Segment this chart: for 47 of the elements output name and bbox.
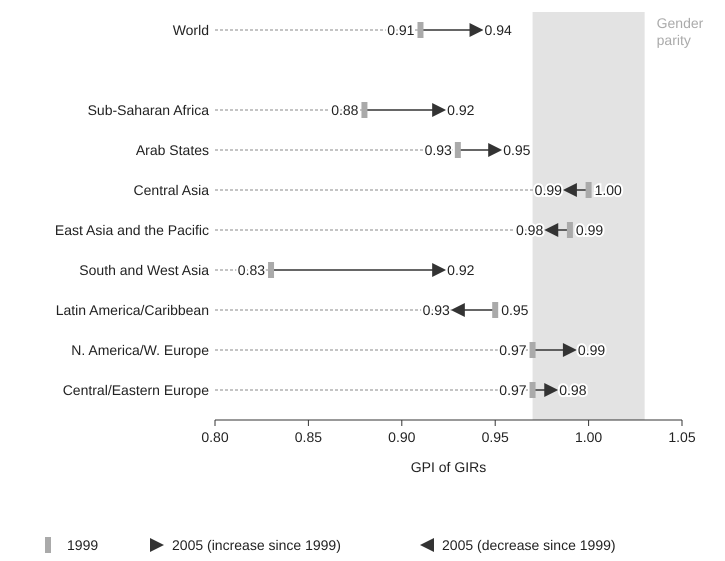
- data-label: 0.92: [447, 262, 475, 278]
- data-label: 1.00: [594, 182, 622, 198]
- point: [432, 103, 446, 117]
- point: [562, 183, 577, 197]
- y-tick-label: South and West Asia: [79, 262, 210, 278]
- point: [450, 303, 465, 317]
- y-tick-label: N. America/W. Europe: [71, 342, 210, 358]
- point: [488, 143, 502, 157]
- data-label: 0.95: [501, 302, 529, 318]
- data-label: 0.99: [576, 222, 604, 238]
- data-label: 0.98: [559, 382, 587, 398]
- data-label: 0.83: [238, 262, 266, 278]
- point: [544, 223, 558, 237]
- point: [562, 343, 577, 357]
- data-label: 0.97: [499, 342, 527, 358]
- point: [470, 23, 484, 37]
- x-axis-title: GPI of GIRs: [410, 459, 486, 475]
- data-label: 0.98: [516, 222, 544, 238]
- y-tick-label: Central Asia: [134, 182, 210, 198]
- legend-label: 1999: [67, 537, 98, 553]
- y-tick-label: World: [172, 22, 209, 38]
- y-tick-label: Arab States: [136, 142, 209, 158]
- y-tick-label: Sub-Saharan Africa: [88, 102, 210, 118]
- y-tick-label: Central/Eastern Europe: [62, 382, 210, 398]
- x-tick-label: 1.05: [668, 429, 696, 445]
- y-tick-label: Latin America/Caribbean: [56, 302, 209, 318]
- x-tick-label: 0.85: [294, 429, 322, 445]
- data-label: 0.99: [578, 342, 606, 358]
- data-label: 0.93: [424, 142, 452, 158]
- point: [544, 383, 558, 397]
- y-tick-label: East Asia and the Pacific: [54, 222, 209, 238]
- x-tick-label: 1.00: [574, 429, 602, 445]
- legend-label: 2005 (decrease since 1999): [442, 537, 616, 553]
- x-tick-label: 0.95: [482, 429, 510, 445]
- data-label: 0.92: [447, 102, 475, 118]
- band-label: Gender parity: [656, 15, 704, 48]
- data-label: 0.94: [484, 22, 512, 38]
- x-tick-label: 0.90: [388, 429, 416, 445]
- data-label: 0.88: [331, 102, 359, 118]
- data-label: 0.99: [534, 182, 562, 198]
- point: [432, 263, 446, 277]
- legend-label: 2005 (increase since 1999): [172, 537, 341, 553]
- data-label: 0.93: [422, 302, 450, 318]
- data-label: 0.97: [499, 382, 527, 398]
- x-tick-label: 0.80: [201, 429, 229, 445]
- data-label: 0.91: [387, 22, 415, 38]
- data-label: 0.95: [503, 142, 531, 158]
